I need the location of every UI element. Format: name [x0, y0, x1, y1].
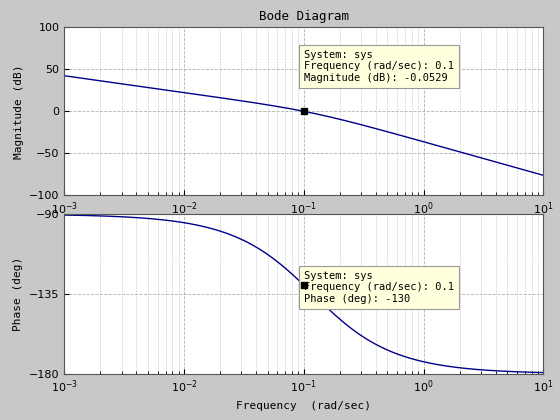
- Y-axis label: Magnitude (dB): Magnitude (dB): [13, 64, 24, 158]
- X-axis label: Frequency  (rad/sec): Frequency (rad/sec): [236, 401, 371, 411]
- Text: System: sys
Frequency (rad/sec): 0.1
Phase (deg): -130: System: sys Frequency (rad/sec): 0.1 Pha…: [304, 271, 454, 304]
- Text: System: sys
Frequency (rad/sec): 0.1
Magnitude (dB): -0.0529: System: sys Frequency (rad/sec): 0.1 Mag…: [304, 50, 454, 83]
- Y-axis label: Phase (deg): Phase (deg): [13, 257, 24, 331]
- Title: Bode Diagram: Bode Diagram: [259, 10, 349, 24]
